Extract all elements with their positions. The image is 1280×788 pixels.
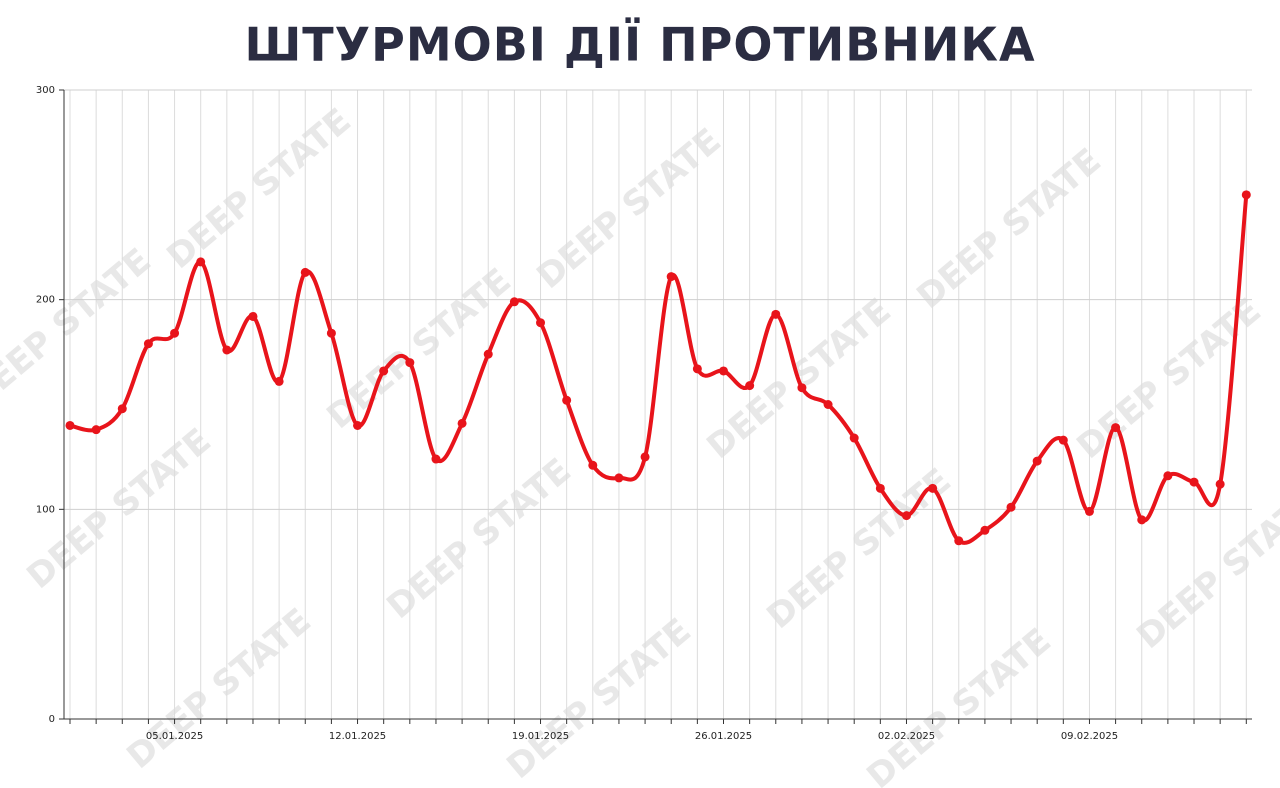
data-point [719,366,728,376]
watermark: DEEP STATE [1069,291,1268,467]
data-point [980,525,990,535]
data-point [588,460,598,470]
data-point [901,511,911,521]
data-point [1032,456,1042,466]
data-point [692,364,702,374]
data-point [640,452,650,462]
series-line [69,194,1249,545]
watermark: DEEP STATE [909,141,1108,317]
y-tick-label: 300 [36,85,55,96]
watermark: DEEP STATE [119,601,318,777]
data-point [483,349,493,359]
data-point [849,433,859,443]
data-point [248,311,258,321]
watermark: DEEP STATE [0,241,159,417]
data-point [379,366,389,376]
x-tick-label: 02.02.2025 [878,731,935,742]
data-point [771,309,781,319]
data-point [117,404,127,414]
x-tick-label: 26.01.2025 [695,731,752,742]
data-point [797,383,807,393]
data-point [509,297,519,307]
data-point [745,381,755,391]
data-point [954,536,964,546]
data-point [1111,423,1121,433]
y-tick-label: 0 [49,714,55,725]
data-point [1006,502,1016,512]
data-point [562,395,572,405]
watermark: DEEP STATE [379,451,578,627]
data-point [1084,506,1094,516]
data-point [326,328,336,338]
data-point [1137,515,1147,525]
data-point [457,418,467,428]
y-tick-label: 200 [36,295,55,306]
data-point [65,420,75,430]
data-point [143,339,153,349]
x-tick-label: 12.01.2025 [329,731,386,742]
data-point [196,257,206,267]
data-point [1058,435,1068,445]
data-point [1163,471,1173,481]
data-point [928,483,938,493]
x-tick-label: 05.01.2025 [146,731,203,742]
data-point [222,345,232,355]
watermark: DEEP STATE [159,101,358,277]
data-point [614,473,624,483]
y-tick-label: 100 [36,504,55,515]
x-tick-label: 19.01.2025 [512,731,569,742]
data-point [431,454,441,464]
watermark: DEEP STATE [529,121,728,297]
x-tick-label: 09.02.2025 [1061,731,1118,742]
data-point [823,400,833,409]
data-point [666,272,676,282]
data-point [274,376,284,386]
data-point [91,425,101,435]
data-point [353,420,363,430]
data-point [170,328,180,338]
data-point [1241,190,1251,200]
data-point [536,318,546,328]
data-point [1215,479,1225,489]
data-point [875,483,885,493]
data-point [1189,477,1199,487]
watermark: DEEP STATE [499,611,698,787]
data-point [405,358,415,368]
data-point [300,267,310,277]
chart-title: ШТУРМОВІ ДІЇ ПРОТИВНИКА [244,18,1035,72]
